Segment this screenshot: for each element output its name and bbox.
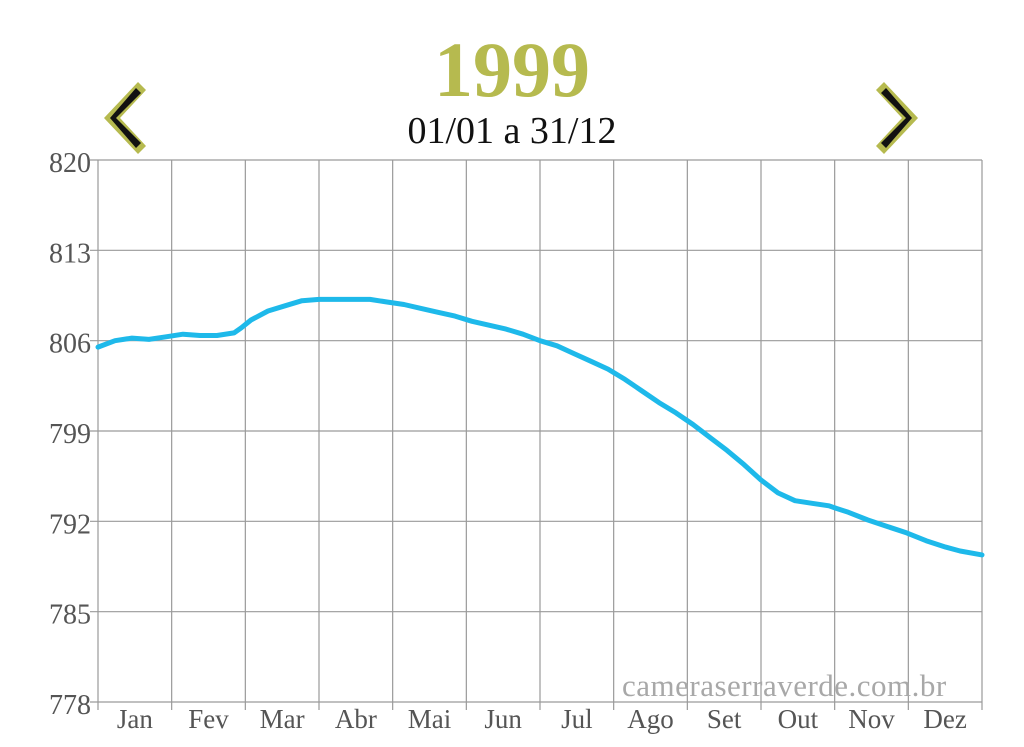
y-tick-label: 806: [49, 329, 91, 360]
y-tick-label: 792: [49, 509, 91, 540]
x-axis: Jan Fev Mar Abr Mai Jun Jul Ago Set Out Nov Dez: [117, 704, 967, 734]
y-tick-label: 785: [49, 600, 91, 631]
chart-grid: [90, 159, 983, 710]
watermark: cameraserraverde.com.br: [622, 668, 947, 703]
series-line: [95, 296, 985, 558]
x-tick-label: Abr: [335, 704, 377, 734]
chevron-left-icon[interactable]: [100, 80, 148, 156]
date-range: 01/01 a 31/12: [407, 110, 617, 152]
chevron-right-icon[interactable]: [874, 80, 922, 156]
x-tick-label: Ago: [627, 704, 674, 734]
x-tick-label: Out: [778, 704, 819, 734]
x-tick-label: Nov: [848, 704, 895, 734]
x-tick-label: Jan: [117, 704, 153, 734]
x-tick-label: Fev: [188, 704, 229, 734]
x-tick-label: Mai: [408, 704, 452, 734]
year-title: 1999: [434, 26, 590, 113]
x-tick-label: Set: [707, 704, 742, 734]
x-tick-label: Jun: [484, 704, 522, 734]
x-tick-label: Mar: [260, 704, 305, 734]
y-tick-label: 820: [49, 148, 91, 179]
y-axis: 820 813 806 799 792 785 778: [49, 148, 91, 721]
y-tick-label: 778: [49, 690, 91, 721]
y-tick-label: 813: [49, 238, 91, 269]
y-tick-label: 799: [49, 419, 91, 450]
x-tick-label: Jul: [561, 704, 593, 734]
x-tick-label: Dez: [923, 704, 966, 734]
